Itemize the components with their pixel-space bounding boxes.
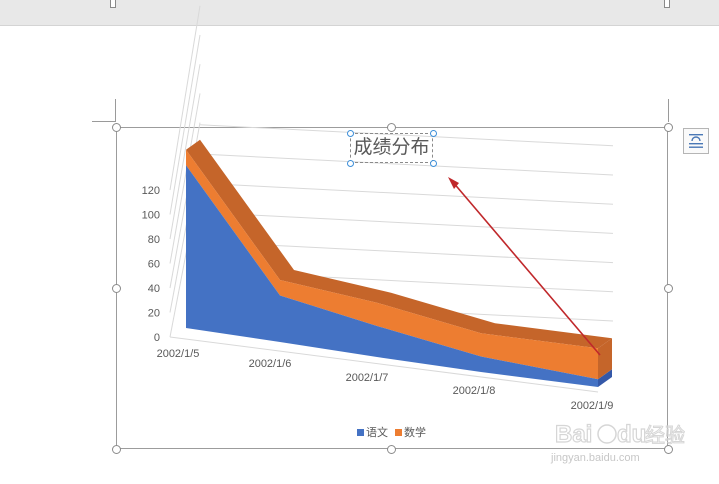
resize-handle-top-left[interactable] [112, 123, 121, 132]
title-handle-top-right[interactable] [430, 130, 437, 137]
crop-mark [115, 99, 116, 122]
resize-handle-bottom[interactable] [387, 445, 396, 454]
resize-handle-bottom-right[interactable] [664, 445, 673, 454]
legend-label: 数学 [404, 427, 426, 439]
legend-item: 数学 [395, 424, 426, 440]
ruler-indent-marker-right[interactable] [664, 0, 670, 8]
resize-handle-top[interactable] [387, 123, 396, 132]
title-handle-bottom-left[interactable] [347, 160, 354, 167]
resize-handle-left[interactable] [112, 284, 121, 293]
crop-mark [92, 121, 116, 122]
resize-handle-right[interactable] [664, 284, 673, 293]
svg-text:du: du [617, 421, 646, 448]
chart-legend: 语文 数学 [357, 424, 426, 440]
baidu-watermark-logo: Bai du 经验 [555, 420, 685, 448]
chart-frame[interactable] [116, 127, 668, 449]
resize-handle-top-right[interactable] [664, 123, 673, 132]
layout-options-icon [689, 134, 703, 148]
svg-text:经验: 经验 [645, 423, 685, 447]
chart-title[interactable]: 成绩分布 [350, 133, 433, 163]
svg-text:Bai: Bai [555, 421, 592, 448]
legend-swatch [357, 428, 364, 436]
layout-options-button[interactable] [683, 128, 709, 154]
legend-swatch [395, 428, 402, 436]
title-handle-bottom-right[interactable] [430, 160, 437, 167]
resize-handle-bottom-left[interactable] [112, 445, 121, 454]
ruler-indent-marker[interactable] [110, 0, 116, 8]
title-handle-top-left[interactable] [347, 130, 354, 137]
ruler [0, 0, 719, 26]
watermark-url: jingyan.baidu.com [551, 452, 640, 464]
legend-label: 语文 [366, 427, 388, 439]
crop-mark [668, 99, 669, 122]
legend-item: 语文 [357, 424, 388, 440]
